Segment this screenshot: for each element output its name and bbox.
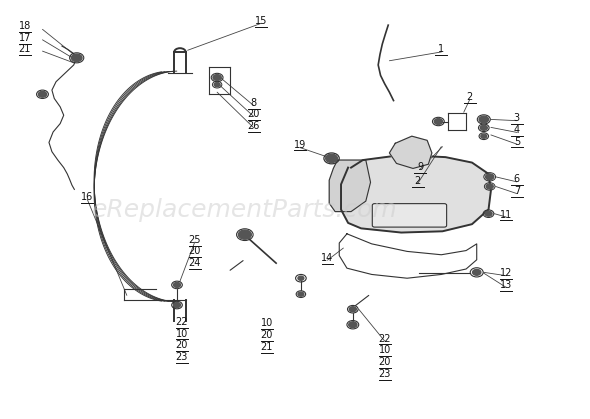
Circle shape	[486, 184, 493, 189]
Polygon shape	[329, 160, 371, 212]
Text: 20: 20	[261, 330, 273, 340]
Text: 10: 10	[176, 328, 188, 339]
Circle shape	[485, 211, 492, 216]
Text: 22: 22	[378, 334, 391, 344]
Text: 21: 21	[19, 44, 31, 54]
Circle shape	[173, 303, 181, 308]
Circle shape	[298, 276, 304, 280]
Text: 7: 7	[514, 186, 520, 196]
Polygon shape	[341, 155, 491, 233]
Text: 10: 10	[261, 318, 273, 328]
Circle shape	[486, 174, 494, 180]
Text: 10: 10	[379, 345, 391, 355]
Text: 4: 4	[514, 125, 520, 135]
Circle shape	[298, 292, 304, 296]
Text: 9: 9	[417, 162, 423, 172]
Circle shape	[38, 91, 47, 97]
Circle shape	[349, 322, 357, 328]
Polygon shape	[389, 136, 432, 168]
Text: 19: 19	[294, 140, 306, 150]
Text: 17: 17	[19, 33, 31, 43]
Text: 20: 20	[176, 340, 188, 350]
Circle shape	[326, 154, 337, 163]
Circle shape	[481, 134, 487, 138]
Circle shape	[214, 83, 220, 87]
Text: 14: 14	[322, 253, 333, 263]
Circle shape	[238, 230, 251, 239]
Circle shape	[213, 75, 221, 80]
Text: 23: 23	[176, 352, 188, 362]
Text: 18: 18	[19, 21, 31, 31]
Text: 15: 15	[255, 16, 267, 26]
Text: 6: 6	[514, 174, 520, 184]
Circle shape	[173, 282, 181, 287]
Text: 2: 2	[415, 176, 421, 186]
Text: 20: 20	[248, 109, 260, 119]
Text: 1: 1	[438, 44, 444, 54]
Text: 16: 16	[81, 192, 93, 202]
Text: 22: 22	[175, 317, 188, 327]
Text: 23: 23	[379, 369, 391, 379]
Text: 25: 25	[188, 235, 201, 245]
Text: 26: 26	[248, 121, 260, 131]
Text: 24: 24	[189, 258, 201, 268]
Text: 5: 5	[514, 137, 520, 147]
Circle shape	[348, 305, 358, 313]
Text: 11: 11	[500, 210, 512, 220]
Text: 13: 13	[500, 280, 512, 290]
Circle shape	[71, 54, 82, 62]
FancyBboxPatch shape	[372, 204, 447, 227]
Circle shape	[479, 116, 489, 123]
Text: 2: 2	[467, 92, 473, 102]
Circle shape	[480, 125, 487, 130]
Text: 8: 8	[251, 98, 257, 108]
Text: 20: 20	[189, 246, 201, 256]
Text: 21: 21	[261, 342, 273, 352]
Circle shape	[434, 119, 442, 124]
Text: eReplacementParts.com: eReplacementParts.com	[92, 197, 398, 222]
Circle shape	[349, 307, 356, 312]
Circle shape	[172, 281, 182, 289]
Circle shape	[296, 291, 306, 297]
Text: 12: 12	[500, 268, 512, 278]
Text: 20: 20	[379, 357, 391, 367]
Circle shape	[473, 269, 481, 275]
Text: 3: 3	[514, 113, 520, 123]
